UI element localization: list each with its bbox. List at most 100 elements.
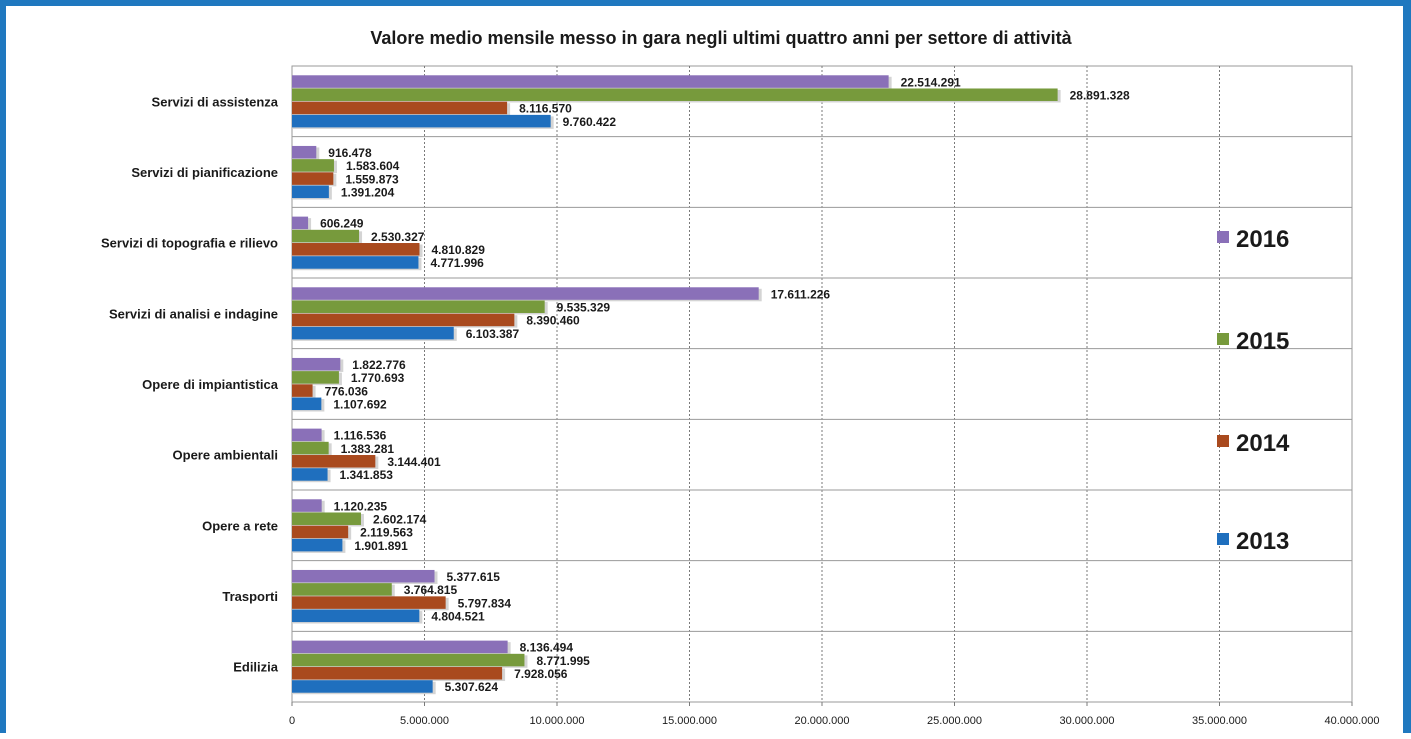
- data-label: 4.810.829: [431, 243, 485, 257]
- data-label: 5.797.834: [458, 596, 512, 610]
- legend-swatch-2014: [1217, 435, 1229, 447]
- data-label: 8.136.494: [520, 641, 574, 655]
- x-tick-label: 30.000.000: [1059, 715, 1114, 727]
- bar-2016: [292, 640, 508, 654]
- data-label: 4.804.521: [431, 610, 485, 624]
- bar-2013: [292, 114, 551, 128]
- data-label: 2.530.327: [371, 230, 425, 244]
- data-label: 4.771.996: [430, 256, 484, 270]
- legend-label: 2016: [1236, 226, 1289, 253]
- bar-2014: [292, 172, 334, 185]
- data-label: 5.307.624: [445, 680, 499, 694]
- bar-2014: [292, 313, 515, 327]
- category-label: Servizi di topografia e rilievo: [101, 236, 278, 251]
- data-label: 916.478: [328, 146, 372, 160]
- bar-2013: [292, 609, 420, 623]
- data-label: 8.116.570: [519, 102, 572, 116]
- bar-2013: [292, 185, 329, 199]
- x-tick-label: 20.000.000: [794, 715, 849, 727]
- category-label: Trasporti: [222, 589, 278, 604]
- bar-2014: [292, 667, 503, 680]
- bar-2013: [292, 680, 433, 693]
- bar-2015: [292, 159, 334, 172]
- data-label: 3.144.401: [387, 455, 441, 469]
- bar-2014: [292, 525, 349, 539]
- bar-2014: [292, 384, 313, 397]
- data-label: 1.391.204: [341, 186, 395, 200]
- x-tick-label: 0: [289, 715, 295, 727]
- chart: Valore medio mensile messo in gara negli…: [101, 28, 1380, 727]
- bar-2014: [292, 243, 420, 256]
- bar-2015: [292, 512, 361, 525]
- category-labels: Servizi di assistenza Servizi di pianific…: [101, 94, 279, 674]
- bar-2014: [292, 596, 446, 609]
- x-axis-ticks: 0 5.000.000 10.000.000 15.000.000 20.000.000…: [289, 702, 1380, 727]
- bar-2013: [292, 538, 343, 552]
- data-label: 1.559.873: [345, 172, 399, 186]
- legend-label: 2014: [1236, 430, 1290, 457]
- bar-2015: [292, 229, 360, 243]
- bar-2016: [292, 428, 322, 442]
- bar-2015: [292, 88, 1058, 101]
- x-tick-label: 5.000.000: [400, 715, 449, 727]
- category-label: Opere ambientali: [173, 448, 278, 463]
- data-label: 1.901.891: [354, 539, 408, 553]
- x-tick-label: 35.000.000: [1192, 715, 1247, 727]
- bar-2016: [292, 216, 309, 230]
- data-label: 2.119.563: [360, 526, 413, 540]
- bar-2016: [292, 287, 759, 300]
- data-label: 2.602.174: [373, 512, 427, 526]
- x-tick-label: 15.000.000: [662, 715, 717, 727]
- category-label: Servizi di assistenza: [152, 94, 279, 109]
- bar-2013: [292, 397, 322, 411]
- data-label: 28.891.328: [1070, 88, 1130, 102]
- category-label: Opere a rete: [202, 518, 278, 533]
- bar-2013: [292, 256, 419, 269]
- data-label: 1.107.692: [333, 398, 387, 412]
- bar-2014: [292, 455, 376, 468]
- category-label: Servizi di analisi e indagine: [109, 306, 278, 321]
- data-label: 1.116.536: [334, 429, 387, 443]
- bar-2014: [292, 101, 508, 115]
- data-label: 1.341.853: [340, 468, 394, 482]
- data-label: 1.822.776: [352, 358, 406, 372]
- bar-2015: [292, 441, 329, 455]
- category-label: Opere di impiantistica: [142, 377, 279, 392]
- x-tick-label: 25.000.000: [927, 715, 982, 727]
- data-label: 9.760.422: [563, 115, 617, 129]
- data-label: 3.764.815: [404, 583, 458, 597]
- x-tick-label: 10.000.000: [529, 715, 584, 727]
- data-label: 17.611.226: [771, 287, 831, 301]
- bars: [292, 75, 1061, 695]
- bar-2015: [292, 300, 545, 313]
- data-label: 1.383.281: [341, 442, 395, 456]
- category-label: Servizi di pianificazione: [131, 165, 278, 180]
- bar-2016: [292, 499, 322, 512]
- chart-title: Valore medio mensile messo in gara negli…: [370, 28, 1072, 48]
- legend: 2016 2015 2014 2013: [1217, 226, 1290, 555]
- data-label: 6.103.387: [466, 327, 520, 341]
- legend-label: 2013: [1236, 528, 1289, 555]
- data-label: 606.249: [320, 217, 364, 231]
- data-label: 1.120.235: [334, 499, 388, 513]
- x-tick-label: 40.000.000: [1324, 715, 1379, 727]
- data-label: 9.535.329: [557, 300, 611, 314]
- bar-2016: [292, 145, 317, 159]
- bar-2016: [292, 569, 435, 583]
- legend-swatch-2016: [1217, 231, 1229, 243]
- data-label: 1.583.604: [346, 159, 400, 173]
- bar-2016: [292, 75, 889, 88]
- bar-2015: [292, 371, 339, 384]
- data-label: 22.514.291: [901, 75, 961, 89]
- grid: [291, 65, 1353, 703]
- data-label: 8.390.460: [526, 314, 580, 328]
- data-label: 5.377.615: [447, 570, 501, 584]
- legend-label: 2015: [1236, 328, 1289, 355]
- category-label: Edilizia: [233, 660, 279, 675]
- bar-2013: [292, 326, 454, 340]
- data-label: 8.771.995: [536, 654, 590, 668]
- bar-2016: [292, 357, 341, 371]
- data-label: 1.770.693: [351, 371, 405, 385]
